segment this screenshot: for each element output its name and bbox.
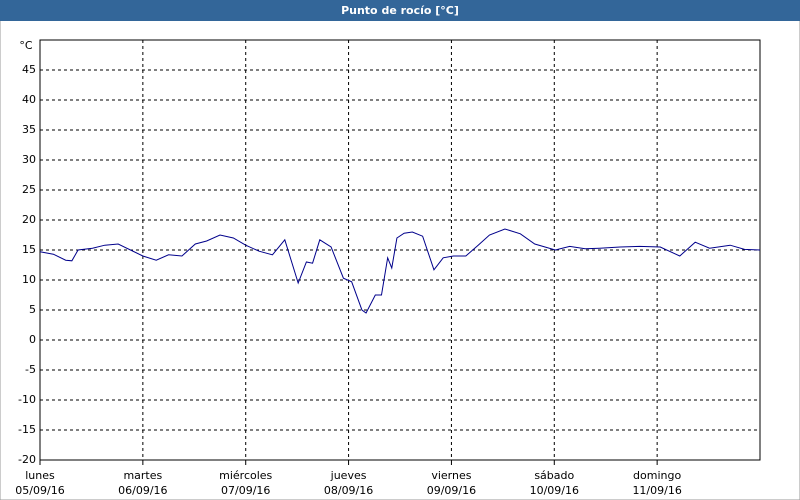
y-tick-label: 10 — [22, 273, 36, 286]
x-tick-label: jueves — [330, 469, 367, 482]
x-tick-date: 07/09/16 — [221, 484, 270, 497]
x-tick-date: 11/09/16 — [632, 484, 681, 497]
y-tick-label: -5 — [25, 363, 36, 376]
y-tick-label: 35 — [22, 123, 36, 136]
y-tick-label: 0 — [29, 333, 36, 346]
y-tick-label: 20 — [22, 213, 36, 226]
x-tick-label: sábado — [534, 469, 574, 482]
y-tick-label: 5 — [29, 303, 36, 316]
data-line — [39, 228, 761, 314]
x-tick-date: 06/09/16 — [118, 484, 167, 497]
x-tick-date: 09/09/16 — [427, 484, 476, 497]
x-tick-date: 10/09/16 — [530, 484, 579, 497]
y-tick-label: -20 — [18, 453, 36, 466]
title-bar — [0, 0, 800, 21]
x-tick-label: lunes — [25, 469, 55, 482]
y-tick-label: 40 — [22, 93, 36, 106]
x-tick-date: 05/09/16 — [15, 484, 64, 497]
y-unit: °C — [19, 39, 33, 52]
x-tick-label: miércoles — [219, 469, 272, 482]
y-tick-label: 25 — [22, 183, 36, 196]
y-tick-label: 15 — [22, 243, 36, 256]
x-tick-date: 08/09/16 — [324, 484, 373, 497]
y-tick-label: 30 — [22, 153, 36, 166]
chart-title: Punto de rocío [°C] — [341, 4, 459, 17]
x-tick-label: viernes — [431, 469, 471, 482]
y-tick-label: 45 — [22, 63, 36, 76]
x-tick-label: domingo — [633, 469, 681, 482]
y-tick-label: -10 — [18, 393, 36, 406]
y-tick-label: -15 — [18, 423, 36, 436]
x-tick-label: martes — [123, 469, 162, 482]
